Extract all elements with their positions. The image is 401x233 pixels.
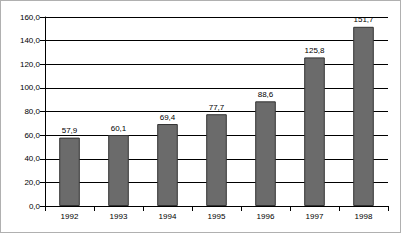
svg-text:40,0: 40,0 <box>24 154 40 163</box>
svg-text:160,0: 160,0 <box>20 13 41 22</box>
svg-text:1995: 1995 <box>208 212 226 221</box>
svg-text:60,0: 60,0 <box>24 131 40 140</box>
svg-text:125,8: 125,8 <box>304 46 325 55</box>
svg-text:20,0: 20,0 <box>24 178 40 187</box>
svg-text:80,0: 80,0 <box>24 107 40 116</box>
svg-text:1992: 1992 <box>61 212 79 221</box>
svg-text:120,0: 120,0 <box>20 60 41 69</box>
svg-text:100,0: 100,0 <box>20 83 41 92</box>
svg-text:151,7: 151,7 <box>353 15 374 24</box>
svg-text:60,1: 60,1 <box>111 124 127 133</box>
svg-text:0,0: 0,0 <box>29 202 41 211</box>
svg-text:57,9: 57,9 <box>62 126 78 135</box>
svg-text:69,4: 69,4 <box>160 113 176 122</box>
svg-text:1996: 1996 <box>257 212 275 221</box>
svg-text:1998: 1998 <box>355 212 373 221</box>
svg-text:1993: 1993 <box>110 212 128 221</box>
svg-text:88,6: 88,6 <box>258 90 274 99</box>
svg-text:1997: 1997 <box>306 212 324 221</box>
svg-text:77,7: 77,7 <box>209 103 225 112</box>
svg-text:1994: 1994 <box>159 212 177 221</box>
svg-text:140,0: 140,0 <box>20 36 41 45</box>
